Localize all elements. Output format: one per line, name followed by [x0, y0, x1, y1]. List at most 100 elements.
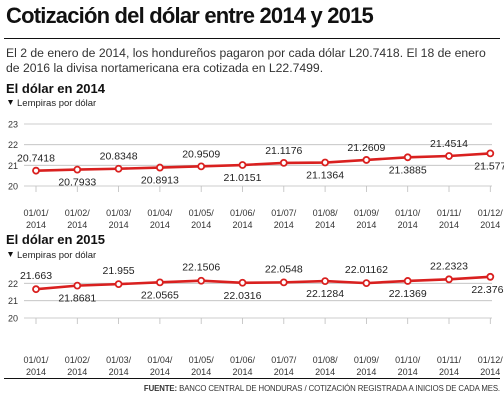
data-point — [238, 278, 247, 287]
data-label: 21.2609 — [347, 142, 385, 154]
series-line-2015 — [35, 275, 491, 291]
x-tick-label: 01/07/ — [271, 208, 297, 218]
data-label: 22.0565 — [141, 289, 179, 301]
x-tick-label-year: 2014 — [232, 220, 252, 230]
data-label: 20.7418 — [17, 153, 55, 165]
data-label: 22.3765 — [471, 284, 504, 296]
data-point — [321, 277, 330, 286]
x-tick-label: 01/03/ — [106, 208, 132, 218]
page-title: Cotización del dólar entre 2014 y 2015 — [6, 3, 374, 28]
data-label: 21.663 — [20, 270, 52, 282]
data-label: 20.8913 — [141, 175, 179, 187]
x-tick-label: 01/06/ — [230, 355, 256, 365]
y-axis-label-2014: Lempiras por dólar — [17, 98, 96, 109]
data-point — [32, 285, 40, 294]
x-tick-label: 01/09/ — [354, 208, 380, 218]
chart-title-2015: El dólar en 2015 — [6, 232, 105, 247]
x-tick-label-year: 2014 — [356, 367, 376, 377]
data-label: 22.2323 — [430, 260, 468, 272]
x-tick-label-year: 2014 — [398, 220, 418, 230]
data-label: 22.0316 — [224, 290, 262, 302]
x-tick-label-year: 2014 — [439, 220, 459, 230]
x-tick-label-year: 2014 — [109, 367, 129, 377]
x-tick-label: 01/12/ — [478, 355, 504, 365]
x-tick-label: 01/10/ — [395, 355, 421, 365]
data-label: 21.1364 — [306, 170, 344, 182]
x-tick-label: 01/01/ — [23, 355, 49, 365]
data-label: 20.7933 — [58, 177, 96, 189]
data-label: 22.1284 — [306, 288, 344, 300]
x-tick-label-year: 2014 — [439, 367, 459, 377]
x-tick-label-year: 2014 — [26, 367, 46, 377]
bottom-divider — [4, 378, 500, 379]
data-point — [114, 164, 123, 173]
chart-2014: El dólar en 2014 Lempiras por dólar 23 22 21… — [6, 81, 504, 230]
data-label: 21.1176 — [265, 145, 302, 157]
data-point — [486, 149, 495, 158]
data-label: 21.0151 — [224, 172, 262, 184]
x-tick-label: 01/10/ — [395, 208, 421, 218]
x-tick-label: 01/05/ — [189, 355, 215, 365]
data-label: 21.955 — [103, 265, 135, 277]
series-line-2014 — [35, 152, 491, 172]
x-tick-label: 01/07/ — [271, 355, 297, 365]
x-tick-label: 01/04/ — [147, 208, 173, 218]
y-axis-label-2015: Lempiras por dólar — [17, 250, 96, 261]
data-point — [238, 161, 247, 169]
data-point — [362, 279, 371, 288]
y-tick-label: 23 — [8, 120, 18, 130]
x-tick-label: 01/02/ — [65, 355, 91, 365]
y-tick-label: 22 — [8, 140, 18, 150]
data-point — [32, 166, 40, 175]
data-point — [403, 153, 412, 162]
x-tick-label-year: 2014 — [480, 220, 500, 230]
chart-title-2014: El dólar en 2014 — [6, 81, 106, 96]
data-point — [279, 159, 288, 167]
data-point — [486, 272, 495, 281]
y-tick-label: 20 — [8, 182, 18, 192]
x-tick-label: 01/11/ — [437, 208, 462, 218]
x-tick-label: 01/08/ — [313, 355, 339, 365]
x-tick-label-year: 2014 — [274, 220, 294, 230]
source-note: FUENTE: BANCO CENTRAL DE HONDURAS / COTI… — [144, 384, 500, 393]
data-point — [445, 152, 453, 160]
source-text: BANCO CENTRAL DE HONDURAS / COTIZACIÓN R… — [179, 384, 500, 393]
chart-2015: El dólar en 2015 Lempiras por dólar 22 21 20… — [6, 232, 504, 377]
data-label: 22.1369 — [389, 288, 427, 300]
data-point — [155, 278, 164, 287]
data-label: 21.4514 — [430, 138, 468, 150]
data-point — [321, 158, 330, 167]
data-point — [403, 277, 412, 285]
data-point — [73, 281, 82, 290]
x-tick-label-year: 2014 — [398, 367, 418, 377]
x-tick-label-year: 2014 — [480, 367, 500, 377]
y-tick-label: 21 — [8, 296, 18, 306]
data-label: 21.8681 — [58, 293, 96, 305]
x-tick-label-year: 2014 — [109, 220, 129, 230]
data-label: 22.1506 — [182, 262, 220, 274]
data-point — [114, 280, 123, 289]
data-label: 20.8348 — [100, 151, 138, 163]
x-tick-label-year: 2014 — [67, 367, 87, 377]
y-tick-label: 22 — [8, 279, 18, 289]
data-point — [155, 163, 164, 172]
x-tick-label-year: 2014 — [315, 367, 335, 377]
x-tick-label: 01/09/ — [354, 355, 380, 365]
data-label: 21.577 — [474, 160, 504, 172]
triangle-icon — [8, 252, 13, 257]
top-divider — [4, 38, 500, 39]
data-label: 22.0548 — [265, 263, 303, 275]
x-tick-label-year: 2014 — [232, 367, 252, 377]
x-tick-label: 01/06/ — [230, 208, 256, 218]
y-tick-label: 21 — [8, 161, 18, 171]
source-label: FUENTE: — [143, 384, 178, 393]
x-tick-label: 01/05/ — [189, 208, 215, 218]
data-label: 20.9509 — [182, 148, 220, 160]
x-tick-label-year: 2014 — [191, 220, 211, 230]
x-tick-label-year: 2014 — [315, 220, 335, 230]
x-tick-label-year: 2014 — [150, 220, 170, 230]
x-tick-label: 01/03/ — [106, 355, 132, 365]
x-tick-label: 01/01/ — [23, 208, 49, 218]
x-tick-label-year: 2014 — [274, 367, 294, 377]
x-tick-label: 01/12/ — [478, 208, 504, 218]
